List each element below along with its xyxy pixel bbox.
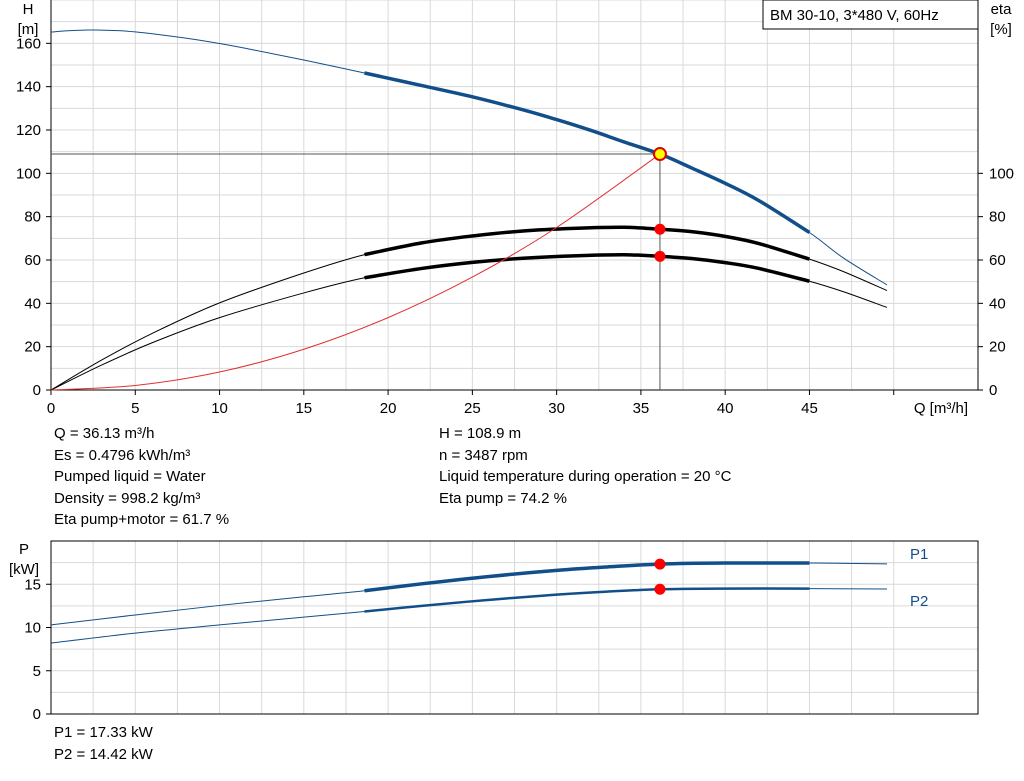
eta_pump-duty-point <box>654 223 666 235</box>
eta_pump-curve-bold <box>364 225 810 261</box>
y-tick-label-left: 160 <box>16 35 41 52</box>
p1-curve <box>50 562 887 626</box>
y-tick-label-left: 10 <box>24 620 41 637</box>
y-tick-label-right: 0 <box>989 382 997 399</box>
x-tick-label: 25 <box>464 400 481 417</box>
y-tick-label-left: 0 <box>33 382 41 399</box>
y-tick-label-right: 80 <box>989 209 1006 226</box>
y-axis-label-left: P <box>19 541 29 558</box>
head-readout: H = 108.9 m <box>439 425 522 442</box>
y-tick-label-left: 40 <box>24 295 41 312</box>
x-tick-label: 40 <box>717 400 734 417</box>
y-tick-label-left: 80 <box>24 209 41 226</box>
H-duty-point <box>652 147 667 162</box>
eta_motor-curve-bold <box>364 253 810 283</box>
liquid-temperature-readout: Liquid temperature during operation = 20… <box>439 468 732 485</box>
p1-readout: P1 = 17.33 kW <box>54 724 153 741</box>
P2-duty-point <box>654 583 666 595</box>
power-plot: 0 5 10 15 P [kW] P1 P2 <box>9 540 979 723</box>
P1-duty-point <box>654 558 666 570</box>
y-tick-label-left: 0 <box>33 706 41 723</box>
y-tick-label-right: 60 <box>989 252 1006 269</box>
pumped-liquid-readout: Pumped liquid = Water <box>54 468 206 485</box>
x-tick-label: 5 <box>131 400 139 417</box>
density-readout: Density = 998.2 kg/m³ <box>54 489 201 507</box>
eta_pump-curve <box>50 226 888 391</box>
y-tick-label-right: 20 <box>989 339 1006 356</box>
y-tick-label-left: 60 <box>24 252 41 269</box>
eta-pump-readout: Eta pump = 74.2 % <box>439 489 567 507</box>
y-tick-label-right: 40 <box>989 295 1006 312</box>
x-axis-label: Q [m³/h] <box>914 400 968 417</box>
y-tick-label-left: 120 <box>16 122 41 139</box>
chart-title-box <box>762 0 979 30</box>
y-tick-label-left: 20 <box>24 339 41 356</box>
x-tick-label: 30 <box>548 400 565 417</box>
duty-info-right: H = 108.9 m n = 3487 rpm Liquid temperat… <box>439 423 731 509</box>
duty-info-left: Q = 36.13 m³/h Es = 0.4796 kWh/m³ Pumped… <box>54 423 229 531</box>
y-axis-unit-left: [m] <box>18 21 39 38</box>
speed-readout: n = 3487 rpm <box>439 446 528 464</box>
x-tick-label: 0 <box>47 400 55 417</box>
x-tick-label: 35 <box>633 400 650 417</box>
y-tick-label-left: 5 <box>33 663 41 680</box>
H-curve <box>50 29 888 286</box>
x-tick-label: 45 <box>801 400 818 417</box>
y-tick-label-right: 100 <box>989 165 1014 182</box>
system_curve-curve <box>50 153 661 391</box>
p2-readout: P2 = 14.42 kW <box>54 745 153 763</box>
chart-title: BM 30-10, 3*480 V, 60Hz <box>770 7 939 24</box>
p2-curve-bold <box>364 587 810 613</box>
head-efficiency-plot: 0 5 10 15 20 25 30 35 40 45 0 20 40 60 80 100 120 140 160 0… <box>16 0 1014 417</box>
x-tick-label: 20 <box>380 400 397 417</box>
p1-curve-bold <box>364 561 810 593</box>
eta_motor-duty-point <box>654 250 666 262</box>
x-tick-label: 15 <box>295 400 312 417</box>
p2-legend-label: P2 <box>910 593 928 610</box>
y-axis-unit-right: [%] <box>990 21 1012 38</box>
y-axis-label-left: H <box>23 1 34 18</box>
x-tick-label: 10 <box>211 400 228 417</box>
eta-pump-motor-readout: Eta pump+motor = 61.7 % <box>54 511 230 528</box>
y-axis-unit-left: [kW] <box>9 561 39 578</box>
y-tick-label-left: 100 <box>16 165 41 182</box>
y-axis-label-right: eta <box>991 1 1013 18</box>
flow-readout: Q = 36.13 m³/h <box>54 425 155 442</box>
power-info: P1 = 17.33 kW P2 = 14.42 kW <box>54 722 153 765</box>
p2-curve <box>50 588 887 644</box>
H-curve-bold <box>364 71 811 234</box>
p1-legend-label: P1 <box>910 546 928 563</box>
y-tick-label-left: 15 <box>24 576 41 593</box>
y-tick-label-left: 140 <box>16 79 41 96</box>
specific-energy-readout: Es = 0.4796 kWh/m³ <box>54 446 191 464</box>
